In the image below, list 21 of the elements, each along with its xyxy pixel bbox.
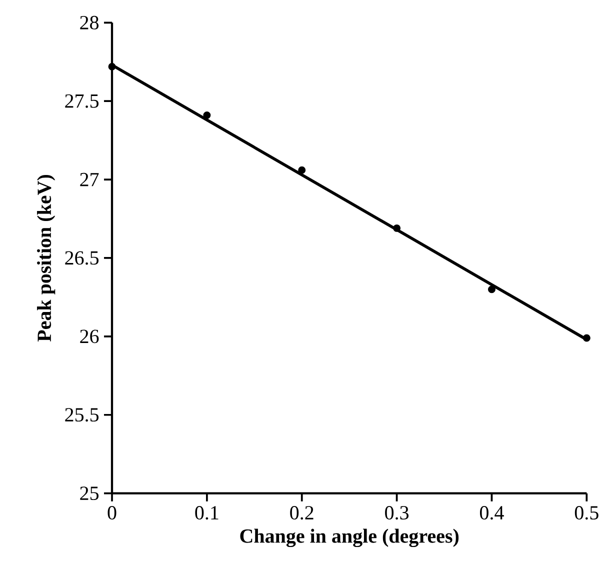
x-tick-label: 0.5 (574, 506, 598, 520)
point (298, 166, 306, 174)
x-axis-title: Change in angle (degrees) (240, 528, 459, 548)
y-tick-label: 26 (80, 330, 99, 344)
y-tick-label: 27 (80, 172, 99, 186)
x-tick-label: 0 (108, 506, 116, 520)
x-tick-label: 0.3 (385, 506, 409, 520)
y-tick-label: 28 (80, 16, 99, 30)
point (393, 224, 401, 232)
point (108, 62, 116, 70)
point (582, 334, 590, 342)
y-tick-label: 25.5 (65, 408, 99, 422)
y-tick-label: 27.5 (65, 94, 99, 108)
y-tick-label: 26.5 (65, 251, 99, 265)
point (488, 286, 496, 294)
x-tick-label: 0.2 (290, 506, 314, 520)
y-axis-title: Peak position (keV) (37, 175, 56, 342)
x-tick-label: 0.1 (195, 506, 218, 520)
y-tick-label: 25 (80, 486, 99, 500)
x-tick-label: 0.4 (480, 506, 504, 520)
point (203, 111, 211, 119)
